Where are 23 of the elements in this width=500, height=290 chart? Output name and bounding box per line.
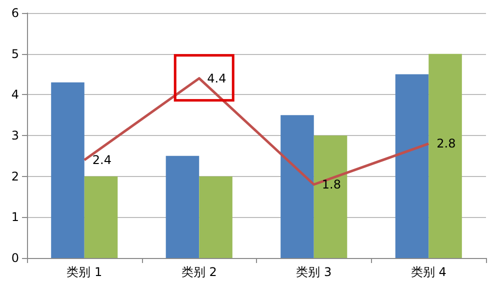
bar [395,74,429,258]
y-tick-label: 2 [11,169,19,184]
bar [314,136,348,258]
bar [166,156,200,258]
y-tick-label: 1 [11,210,19,224]
x-tick-label: 类别 4 [410,265,446,279]
y-tick-label: 4 [11,88,19,102]
x-tick-label: 类别 1 [66,265,102,279]
bar [51,82,84,258]
x-tick-label: 类别 2 [181,265,217,279]
bar [428,54,462,258]
y-tick-label: 6 [11,6,19,20]
y-tick-label: 3 [11,128,19,142]
x-tick-label: 类别 3 [296,265,332,279]
bar [280,115,314,258]
data-label: 1.8 [322,178,341,192]
bar [84,176,118,258]
bar [199,176,232,258]
data-label: 2.8 [436,136,456,151]
y-tick-label: 5 [11,46,19,61]
data-label: 2.4 [92,153,112,167]
data-label: 4.4 [207,71,226,86]
y-tick-label: 0 [11,251,19,265]
